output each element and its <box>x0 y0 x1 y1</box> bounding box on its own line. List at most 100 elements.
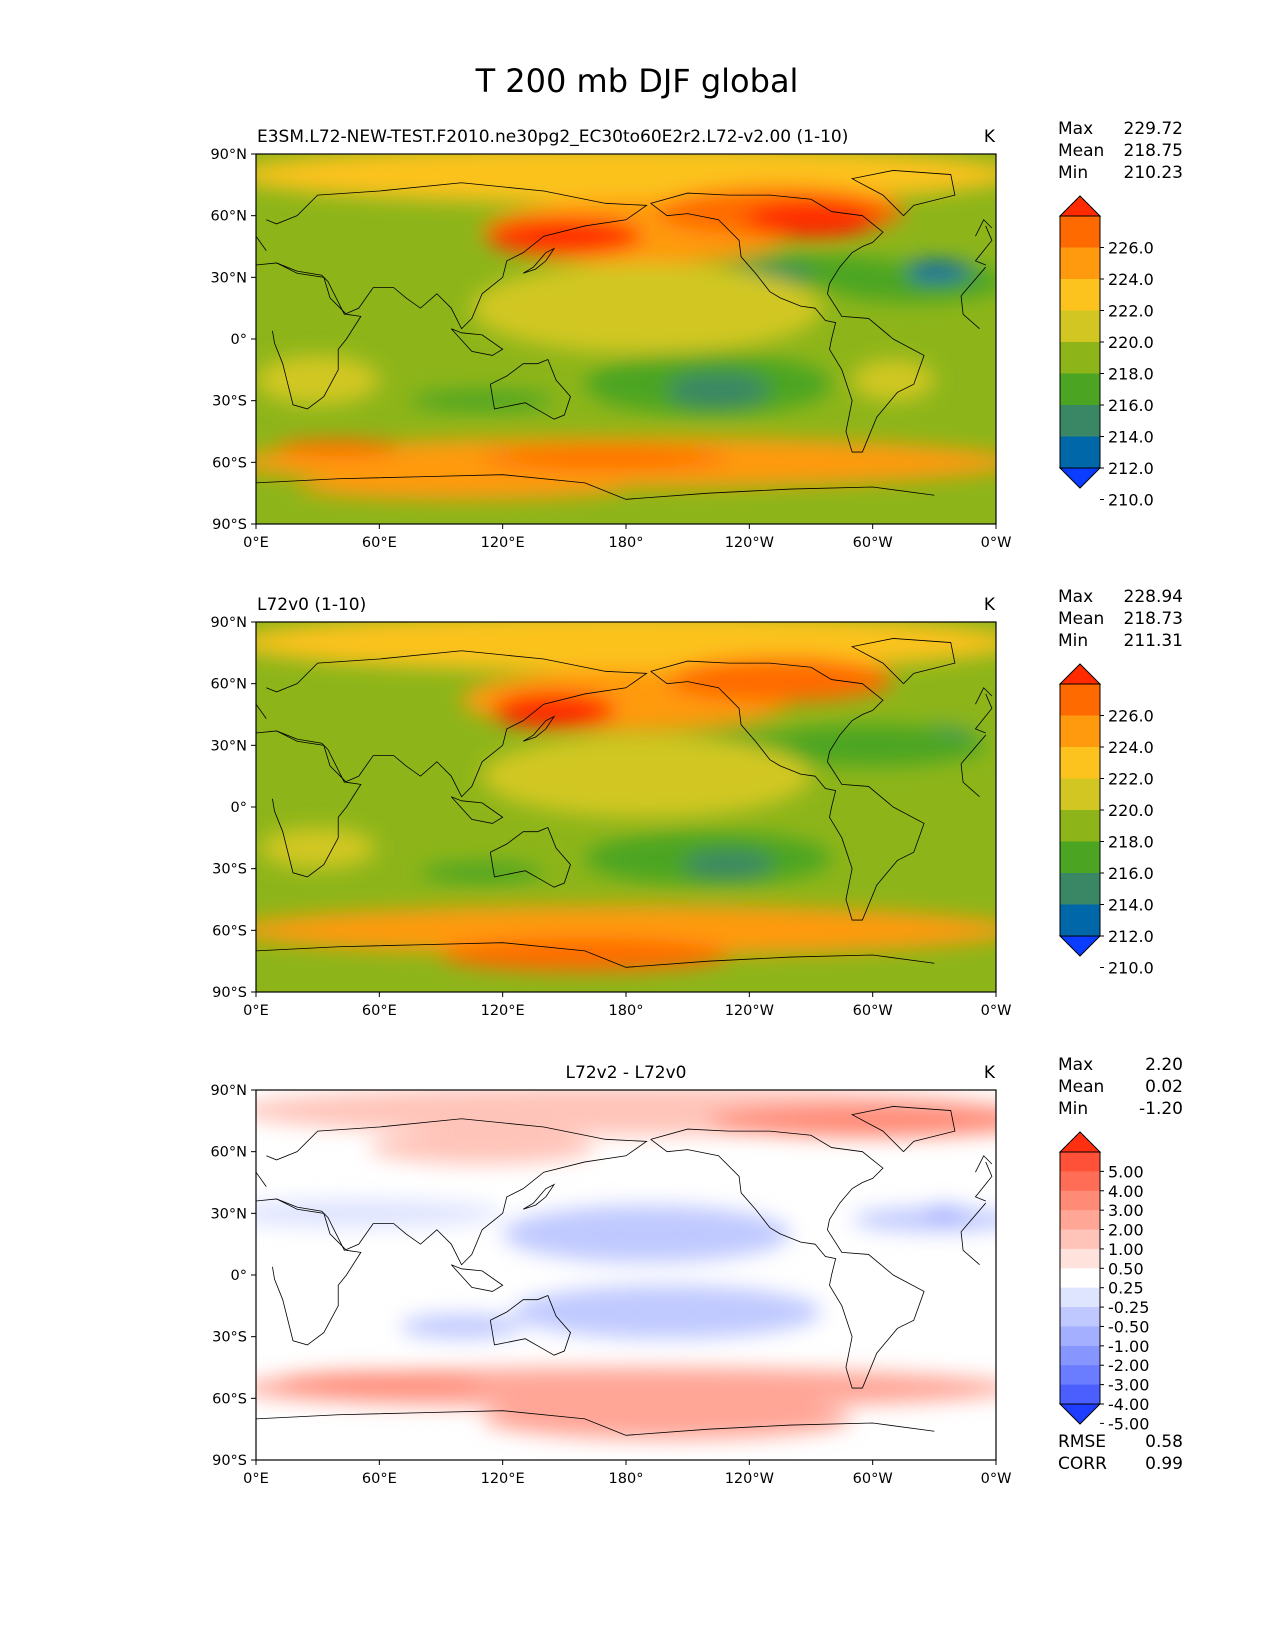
coastline <box>523 247 556 274</box>
x-tick-label: 0°W <box>981 1003 1012 1019</box>
coastline <box>272 1198 362 1346</box>
coastline <box>850 170 956 216</box>
contour-region <box>410 390 555 411</box>
colorbar: 226.0 224.0 222.0 220.0 218.0 216.0 214.0 212.0… <box>1058 195 1154 510</box>
y-tick-label: 0° <box>231 1268 247 1284</box>
colorbar-label: -4.00 <box>1108 1395 1149 1414</box>
stat-value: -1.20 <box>1139 1099 1183 1119</box>
colorbar-label: 218.0 <box>1108 833 1154 852</box>
contour-region <box>482 447 729 469</box>
coastline <box>450 1264 504 1292</box>
y-tick-label: 60°N <box>210 677 247 693</box>
stat-value: 229.72 <box>1124 119 1183 139</box>
stat-label: Mean <box>1058 609 1104 629</box>
y-tick-label: 60°N <box>210 1145 247 1161</box>
colorbar-label: 222.0 <box>1108 770 1154 789</box>
colorbar-label: 226.0 <box>1108 707 1154 726</box>
x-tick-label: 120°E <box>481 1003 525 1019</box>
coastline <box>450 328 504 356</box>
coastline <box>450 796 504 824</box>
stat-label: Mean <box>1058 141 1104 161</box>
coastline <box>650 660 925 921</box>
colorbar-swatch <box>1060 684 1100 716</box>
stat-value: 210.23 <box>1124 163 1183 183</box>
colorbar-label: 214.0 <box>1108 896 1154 915</box>
coastline <box>960 266 987 297</box>
coastline <box>975 1155 993 1173</box>
colorbar-swatch <box>1060 747 1100 779</box>
y-tick-label: 0° <box>231 332 247 348</box>
y-tick-label: 90°S <box>212 1453 247 1469</box>
coastline <box>960 1231 980 1266</box>
colorbar-swatch <box>1060 1384 1100 1405</box>
contour-region <box>482 735 811 818</box>
colorbar-label: 4.00 <box>1108 1182 1144 1201</box>
coastline <box>974 225 993 266</box>
map-field <box>256 1090 996 1460</box>
colorbar-swatch <box>1060 1345 1100 1366</box>
colorbar-swatch <box>1060 810 1100 842</box>
coastline <box>960 1202 987 1233</box>
stat-value: 228.94 <box>1124 587 1183 607</box>
coastline <box>625 486 935 500</box>
colorbar: 5.004.003.002.001.000.500.25-0.25-0.50-1… <box>1058 1131 1149 1433</box>
coastline <box>256 1171 267 1187</box>
y-tick-label: 60°S <box>212 1391 247 1407</box>
y-tick-label: 60°S <box>212 455 247 471</box>
colorbar-swatch <box>1060 310 1100 343</box>
colorbar-swatch <box>1060 873 1100 905</box>
stat-label: Min <box>1058 163 1088 183</box>
contour-region <box>492 691 616 729</box>
x-tick-label: 60°E <box>362 1003 397 1019</box>
colorbar-label: 1.00 <box>1108 1240 1144 1259</box>
contour-region <box>256 1198 503 1228</box>
colorbar-swatch <box>1060 1365 1100 1386</box>
contour-region <box>667 371 770 409</box>
y-tick-label: 30°S <box>212 1330 247 1346</box>
contour-region <box>852 359 935 401</box>
coastline <box>256 182 648 330</box>
contour-region <box>486 217 643 255</box>
colorbar-swatch <box>1060 436 1100 469</box>
colorbar-frame <box>1059 1151 1101 1405</box>
colorbar-swatch <box>1060 373 1100 406</box>
colorbar-label: 216.0 <box>1108 864 1154 883</box>
y-tick-label: 60°N <box>210 209 247 225</box>
panel-1: 0°E 60°E 120°E 180° 120°W 60°W 0°W 90°N 60°N 30°N… <box>210 119 1183 551</box>
colorbar-swatch <box>1060 904 1100 937</box>
contour-region <box>745 201 877 239</box>
coastline <box>975 687 993 705</box>
colorbar-label: 3.00 <box>1108 1201 1144 1220</box>
stat-value: 0.02 <box>1145 1077 1183 1097</box>
stat-value: 211.31 <box>1124 631 1183 651</box>
colorbar-extend-max <box>1058 1131 1102 1153</box>
colorbar-swatch <box>1060 247 1100 280</box>
x-tick-label: 60°E <box>362 535 397 551</box>
contour-region <box>512 1285 822 1339</box>
y-tick-label: 90°S <box>212 517 247 533</box>
stat-label: Min <box>1058 631 1088 651</box>
coastline <box>960 763 980 798</box>
coastline <box>850 1106 956 1152</box>
panel-3: 0°E 60°E 120°E 180° 120°W 60°W 0°W 90°N 60°N 30°N… <box>210 1055 1183 1487</box>
colorbar-label: -5.00 <box>1108 1414 1149 1433</box>
stat-value: 218.75 <box>1124 141 1183 161</box>
coastline <box>975 219 993 237</box>
y-tick-label: 60°S <box>212 923 247 939</box>
coastline <box>523 715 556 742</box>
coastline <box>650 1128 925 1389</box>
coastline <box>625 1422 935 1436</box>
coastline <box>272 730 362 878</box>
contour-region <box>276 439 400 457</box>
y-tick-label: 30°S <box>212 394 247 410</box>
contour-region <box>256 355 380 405</box>
colorbar-label: -1.00 <box>1108 1337 1149 1356</box>
panel-units: K <box>984 1063 996 1083</box>
colorbar-label: 5.00 <box>1108 1162 1144 1181</box>
contour-region <box>420 862 544 884</box>
coastline <box>850 638 956 684</box>
contour-region <box>256 905 996 955</box>
metric-label: CORR <box>1058 1454 1107 1474</box>
contour-region <box>502 1205 791 1263</box>
